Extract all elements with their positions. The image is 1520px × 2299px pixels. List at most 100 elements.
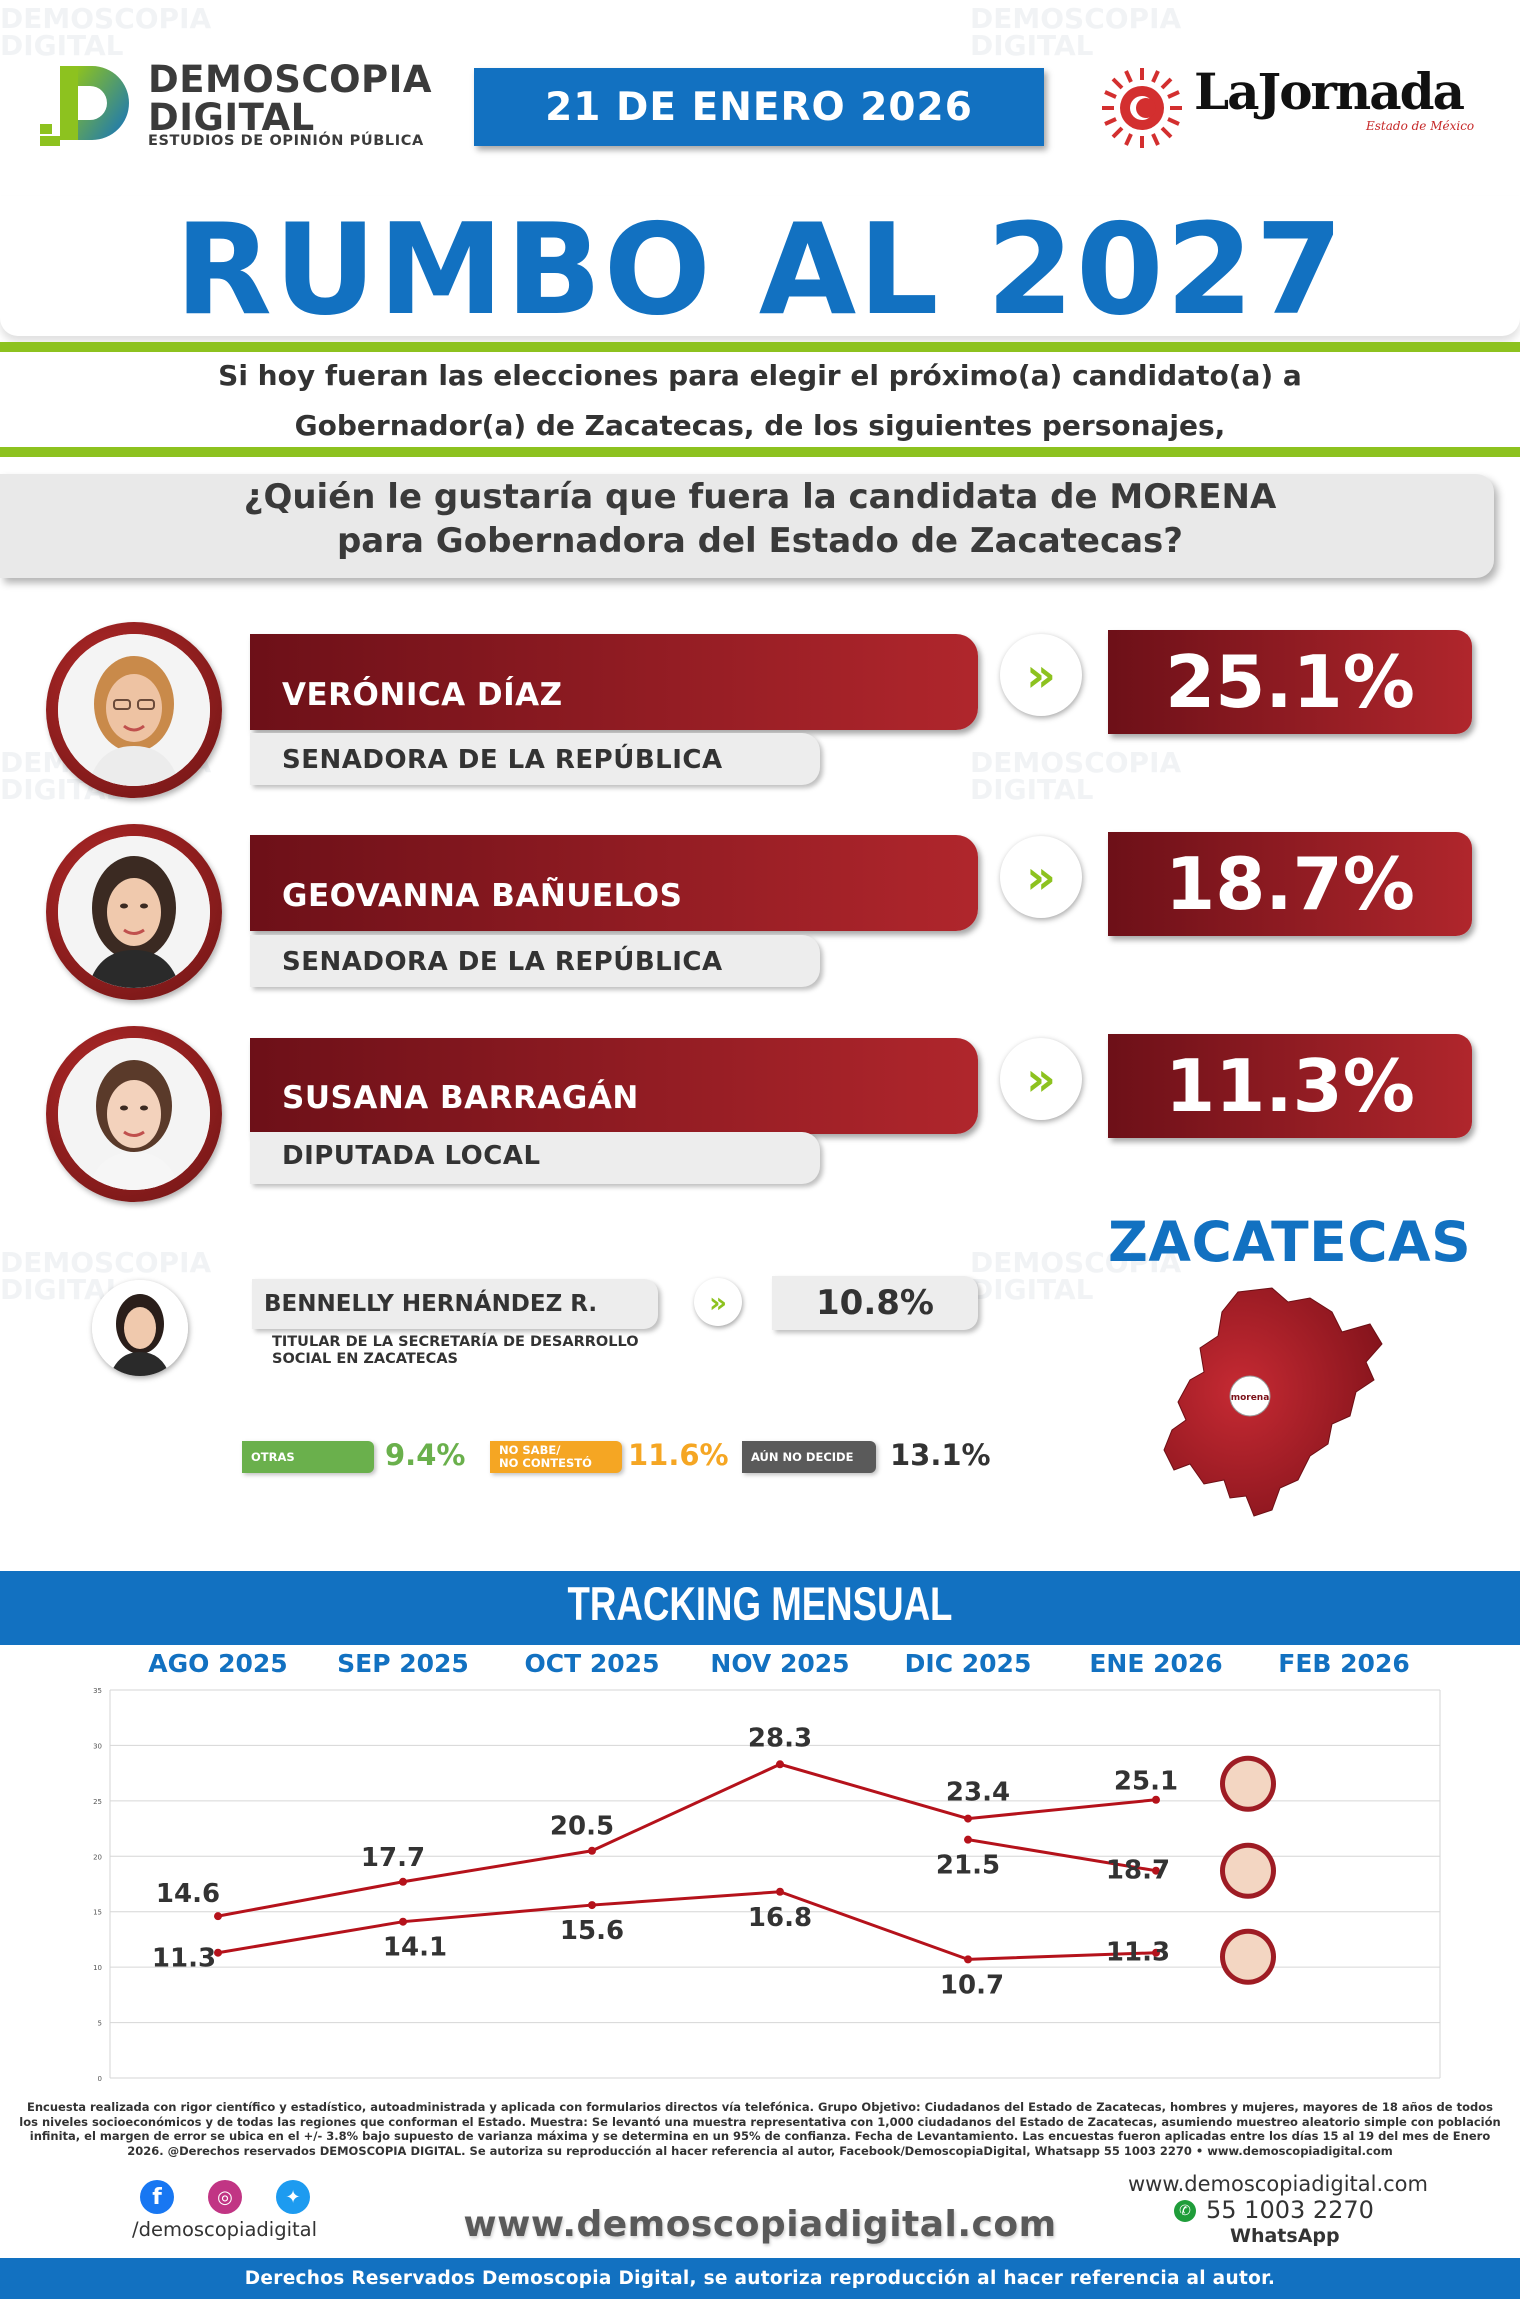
candidate-role-bar [250,935,820,987]
data-label: 21.5 [936,1851,1000,1881]
data-point [1152,1948,1160,1957]
data-point [964,1835,972,1844]
question-box [0,474,1494,578]
partner-logo-name: LaJornada [1194,62,1465,121]
y-tick-label: 5 [98,2020,102,2028]
data-label: 18.7 [1106,1856,1170,1886]
whatsapp-number[interactable]: 55 1003 2270 [1206,2196,1374,2224]
facebook-icon[interactable]: f [140,2180,174,2214]
state-name: ZACATECAS [1108,1210,1472,1274]
candidate-percentage: 25.1% [1108,630,1472,734]
data-point [588,1901,596,1910]
tracking-chart: 0 5 10 15 20 25 30 35 AGO 2025 SEP 2025 OCT 2025 N… [93,1649,1441,2083]
candidate-name-bar [250,835,978,931]
minor-candidate-avatar [92,1280,188,1376]
data-label: 15.6 [560,1916,624,1946]
y-tick-label: 15 [93,1909,102,1917]
chevron-right-icon: » [1000,634,1082,716]
logo-title-line2: DIGITAL [148,96,315,139]
tracking-band [0,1571,1520,1645]
social-handle[interactable]: /demoscopiadigital [132,2218,318,2241]
website-link[interactable]: www.demoscopiadigital.com [463,2204,1057,2245]
y-tick-label: 25 [93,1798,102,1806]
candidate-name: GEOVANNA BAÑUELOS [282,878,683,914]
candidate-percentage: 18.7% [1108,832,1472,936]
data-label: 25.1 [1114,1767,1178,1797]
candidate-role-bar [250,1132,820,1184]
whatsapp-icon[interactable]: ✆ [1174,2200,1196,2222]
data-point [1152,1795,1160,1804]
map-label: morena [1231,1393,1270,1403]
series-line [217,1890,1157,1961]
series-line [967,1838,1157,1873]
y-tick-label: 0 [98,2075,102,2083]
portrait-icon [92,1280,188,1376]
question-line-2: para Gobernadora del Estado de Zacatecas… [336,521,1184,561]
candidate-role: SENADORA DE LA REPÚBLICA [282,947,723,977]
data-label: 16.8 [748,1903,812,1933]
candidate-percentage: 11.3% [1108,1034,1472,1138]
data-point [776,1760,784,1769]
rights-band [0,2258,1520,2299]
y-tick-label: 30 [93,1742,102,1750]
portrait-icon [58,836,210,988]
jornada-sun-icon [1102,68,1182,148]
candidate-role-bar [250,733,820,785]
demoscopia-logo-icon [40,66,129,146]
methodology-footnote: Encuesta realizada con rigor científico … [19,2100,1501,2158]
data-label: 20.5 [550,1812,614,1842]
candidate-name: VERÓNICA DÍAZ [282,677,563,713]
title-band [0,196,1520,336]
candidate-name: SUSANA BARRAGÁN [282,1080,639,1116]
candidate-avatar [46,824,222,1000]
instagram-icon[interactable]: ◎ [208,2180,242,2214]
logo-title-line1: DEMOSCOPIA [148,58,433,101]
twitter-icon[interactable]: ✦ [276,2180,310,2214]
tracking-title: TRACKING MENSUAL [567,1577,953,1630]
data-label: 28.3 [748,1723,812,1753]
page-title: RUMBO AL 2027 [174,196,1346,343]
no-sabe-value: 11.6% [628,1438,729,1472]
data-point [964,1955,972,1964]
divider-line [0,447,1520,457]
data-point [588,1846,596,1855]
minor-candidate-name: BENNELLY HERNÁNDEZ R. [252,1279,658,1329]
chevron-right-icon: » [1000,836,1082,918]
data-label: 14.1 [383,1933,447,1963]
website-small[interactable]: www.demoscopiadigital.com [1128,2172,1428,2196]
date-banner: 21 DE ENERO 2026 [474,68,1044,146]
candidate-mini-face [1225,1933,1271,1980]
y-tick-label: 35 [93,1687,102,1695]
no-sabe-tag: NO SABE/NO CONTESTÓ [490,1441,622,1473]
candidate-mini-face [1225,1847,1271,1894]
candidate-name-bar [250,634,978,730]
series-line [217,1762,1157,1918]
data-label: 10.7 [940,1970,1004,2000]
data-point [214,1912,222,1921]
data-point [776,1887,784,1896]
intro-line-2: Gobernador(a) de Zacatecas, de los sigui… [294,409,1226,442]
divider-line [0,342,1520,352]
x-tick-label: AGO 2025 [148,1649,287,1678]
x-tick-label: OCT 2025 [525,1649,660,1678]
y-tick-label: 20 [93,1853,102,1861]
candidate-role: DIPUTADA LOCAL [282,1141,541,1171]
undecided-value: 13.1% [890,1438,991,1472]
whatsapp-label: WhatsApp [1230,2225,1340,2247]
candidate-avatar [46,1026,222,1202]
portrait-icon [58,634,210,786]
data-point [964,1814,972,1823]
x-tick-label: SEP 2025 [337,1649,469,1678]
candidate-mini-face [1225,1760,1271,1807]
logo-tagline: ESTUDIOS DE OPINIÓN PÚBLICA [148,133,424,149]
others-value: 9.4% [385,1438,466,1472]
data-label: 11.3 [152,1944,216,1974]
data-point [214,1948,222,1957]
x-tick-label: NOV 2025 [710,1649,849,1678]
data-point [1152,1866,1160,1875]
minor-candidate-role: TITULAR DE LA SECRETARÍA DE DESARROLLO SO… [272,1334,639,1367]
intro-line-1: Si hoy fueran las elecciones para elegir… [218,359,1302,392]
data-point [399,1917,407,1926]
